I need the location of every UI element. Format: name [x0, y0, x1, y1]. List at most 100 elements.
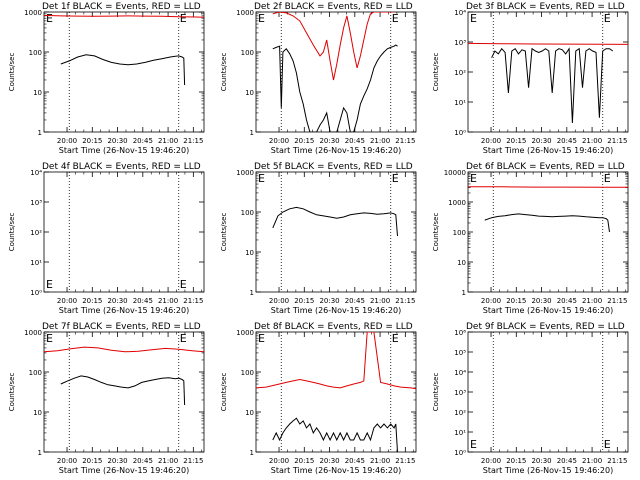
eclipse-label: E: [180, 12, 187, 25]
x-tick-label: 21:00: [158, 137, 178, 145]
y-tick-label: 10: [245, 89, 254, 97]
x-tick-label: 20:00: [269, 457, 289, 465]
plot-frame: [255, 331, 417, 453]
x-tick-label: 20:45: [133, 137, 153, 145]
x-axis-label: Start Time (26-Nov-15 19:46:20): [271, 146, 401, 155]
eclipse-label: E: [258, 12, 265, 25]
eclipse-label: E: [46, 12, 53, 25]
x-tick-label: 20:00: [481, 457, 501, 465]
x-tick-label: 21:00: [158, 457, 178, 465]
events-series-line: [484, 213, 610, 233]
y-tick-label: 10: [245, 409, 254, 417]
x-axis-label: Start Time (26-Nov-15 19:46:20): [59, 466, 189, 475]
x-tick-label: 20:15: [294, 457, 314, 465]
events-series-line: [272, 206, 398, 237]
x-tick-label: 21:00: [582, 297, 602, 305]
panel-title: Det 3f BLACK = Events, RED = LLD: [466, 2, 625, 12]
eclipse-label: E: [392, 332, 399, 345]
x-tick-label: 20:45: [557, 457, 577, 465]
x-tick-label: 20:30: [107, 137, 127, 145]
x-tick-label: 20:00: [269, 137, 289, 145]
panel-det6f: Det 6f BLACK = Events, RED = LLD Counts/s…: [432, 162, 629, 315]
panel-title: Det 4f BLACK = Events, RED = LLD: [42, 162, 201, 172]
panel-det2f: Det 2f BLACK = Events, RED = LLD Counts/s…: [220, 2, 417, 155]
x-axis-label: Start Time (26-Nov-15 19:46:20): [483, 466, 613, 475]
plot-frame: [255, 171, 417, 293]
x-tick-label: 20:00: [57, 137, 77, 145]
events-series-line: [60, 54, 186, 86]
y-tick-label: 1: [38, 129, 42, 137]
plot-frame: [43, 331, 205, 453]
eclipse-label: E: [180, 278, 187, 291]
x-axis-label: Start Time (26-Nov-15 19:46:20): [59, 146, 189, 155]
y-tick-label: 10¹: [454, 99, 466, 107]
x-tick-label: 21:00: [158, 297, 178, 305]
x-tick-label: 20:45: [345, 297, 365, 305]
panel-det5f: Det 5f BLACK = Events, RED = LLD Counts/s…: [220, 162, 417, 315]
panel-title: Det 8f BLACK = Events, RED = LLD: [254, 322, 413, 332]
panel-det4f: Det 4f BLACK = Events, RED = LLD Counts/s…: [8, 162, 205, 315]
eclipse-label: E: [470, 172, 477, 185]
events-series-line: [272, 44, 398, 132]
plot-frame: [467, 331, 629, 453]
x-axis-label: Start Time (26-Nov-15 19:46:20): [483, 146, 613, 155]
eclipse-label: E: [180, 332, 187, 345]
eclipse-label: E: [258, 332, 265, 345]
x-tick-label: 20:15: [506, 457, 526, 465]
y-tick-label: 100: [241, 369, 254, 377]
panel-det8f: Det 8f BLACK = Events, RED = LLD Counts/s…: [220, 322, 417, 475]
y-tick-label: 1: [250, 289, 254, 297]
y-tick-label: 1000: [236, 169, 254, 177]
x-tick-label: 21:15: [607, 457, 627, 465]
panel-title: Det 1f BLACK = Events, RED = LLD: [42, 2, 201, 12]
y-tick-label: 1000: [236, 329, 254, 337]
plot-frame: [467, 11, 629, 133]
y-tick-label: 10⁴: [30, 169, 42, 177]
y-axis-label: Counts/sec: [220, 373, 228, 412]
y-tick-label: 100: [241, 49, 254, 57]
y-axis-label: Counts/sec: [432, 53, 440, 92]
x-tick-label: 21:15: [395, 137, 415, 145]
panel-title: Det 5f BLACK = Events, RED = LLD: [254, 162, 413, 172]
y-tick-label: 100: [241, 209, 254, 217]
x-tick-label: 20:30: [319, 137, 339, 145]
x-tick-label: 20:15: [506, 137, 526, 145]
x-tick-label: 20:45: [133, 457, 153, 465]
y-tick-label: 100: [29, 49, 42, 57]
x-tick-label: 21:15: [183, 137, 203, 145]
y-tick-label: 1: [462, 289, 466, 297]
eclipse-label: E: [604, 172, 611, 185]
x-tick-label: 21:15: [395, 457, 415, 465]
x-tick-label: 20:30: [531, 137, 551, 145]
y-tick-label: 10³: [454, 389, 466, 397]
x-tick-label: 20:45: [133, 297, 153, 305]
y-tick-label: 10⁰: [454, 449, 466, 457]
eclipse-label: E: [392, 172, 399, 185]
y-tick-label: 10¹: [454, 429, 466, 437]
panel-det9f: Det 9f BLACK = Events, RED = LLD Counts/s…: [432, 322, 629, 475]
y-tick-label: 1000: [24, 9, 42, 17]
x-tick-label: 20:30: [319, 457, 339, 465]
x-tick-label: 20:30: [531, 297, 551, 305]
panel-title: Det 9f BLACK = Events, RED = LLD: [466, 322, 625, 332]
eclipse-label: E: [46, 278, 53, 291]
y-axis-label: Counts/sec: [220, 213, 228, 252]
eclipse-label: E: [470, 438, 477, 451]
y-axis-label: Counts/sec: [8, 213, 16, 252]
y-tick-label: 10: [245, 249, 254, 257]
y-tick-label: 1: [250, 129, 254, 137]
x-tick-label: 20:15: [82, 297, 102, 305]
events-series-line: [272, 417, 398, 452]
panel-title: Det 7f BLACK = Events, RED = LLD: [42, 322, 201, 332]
x-tick-label: 20:15: [82, 137, 102, 145]
x-tick-label: 20:00: [481, 137, 501, 145]
x-tick-label: 21:15: [395, 297, 415, 305]
x-axis-label: Start Time (26-Nov-15 19:46:20): [59, 306, 189, 315]
y-tick-label: 10¹: [30, 259, 42, 267]
lld-series-line: [44, 346, 204, 353]
y-tick-label: 1000: [448, 199, 466, 207]
panel-det3f: Det 3f BLACK = Events, RED = LLD Counts/s…: [432, 2, 629, 155]
x-tick-label: 20:45: [557, 297, 577, 305]
lld-series-line: [468, 42, 628, 45]
